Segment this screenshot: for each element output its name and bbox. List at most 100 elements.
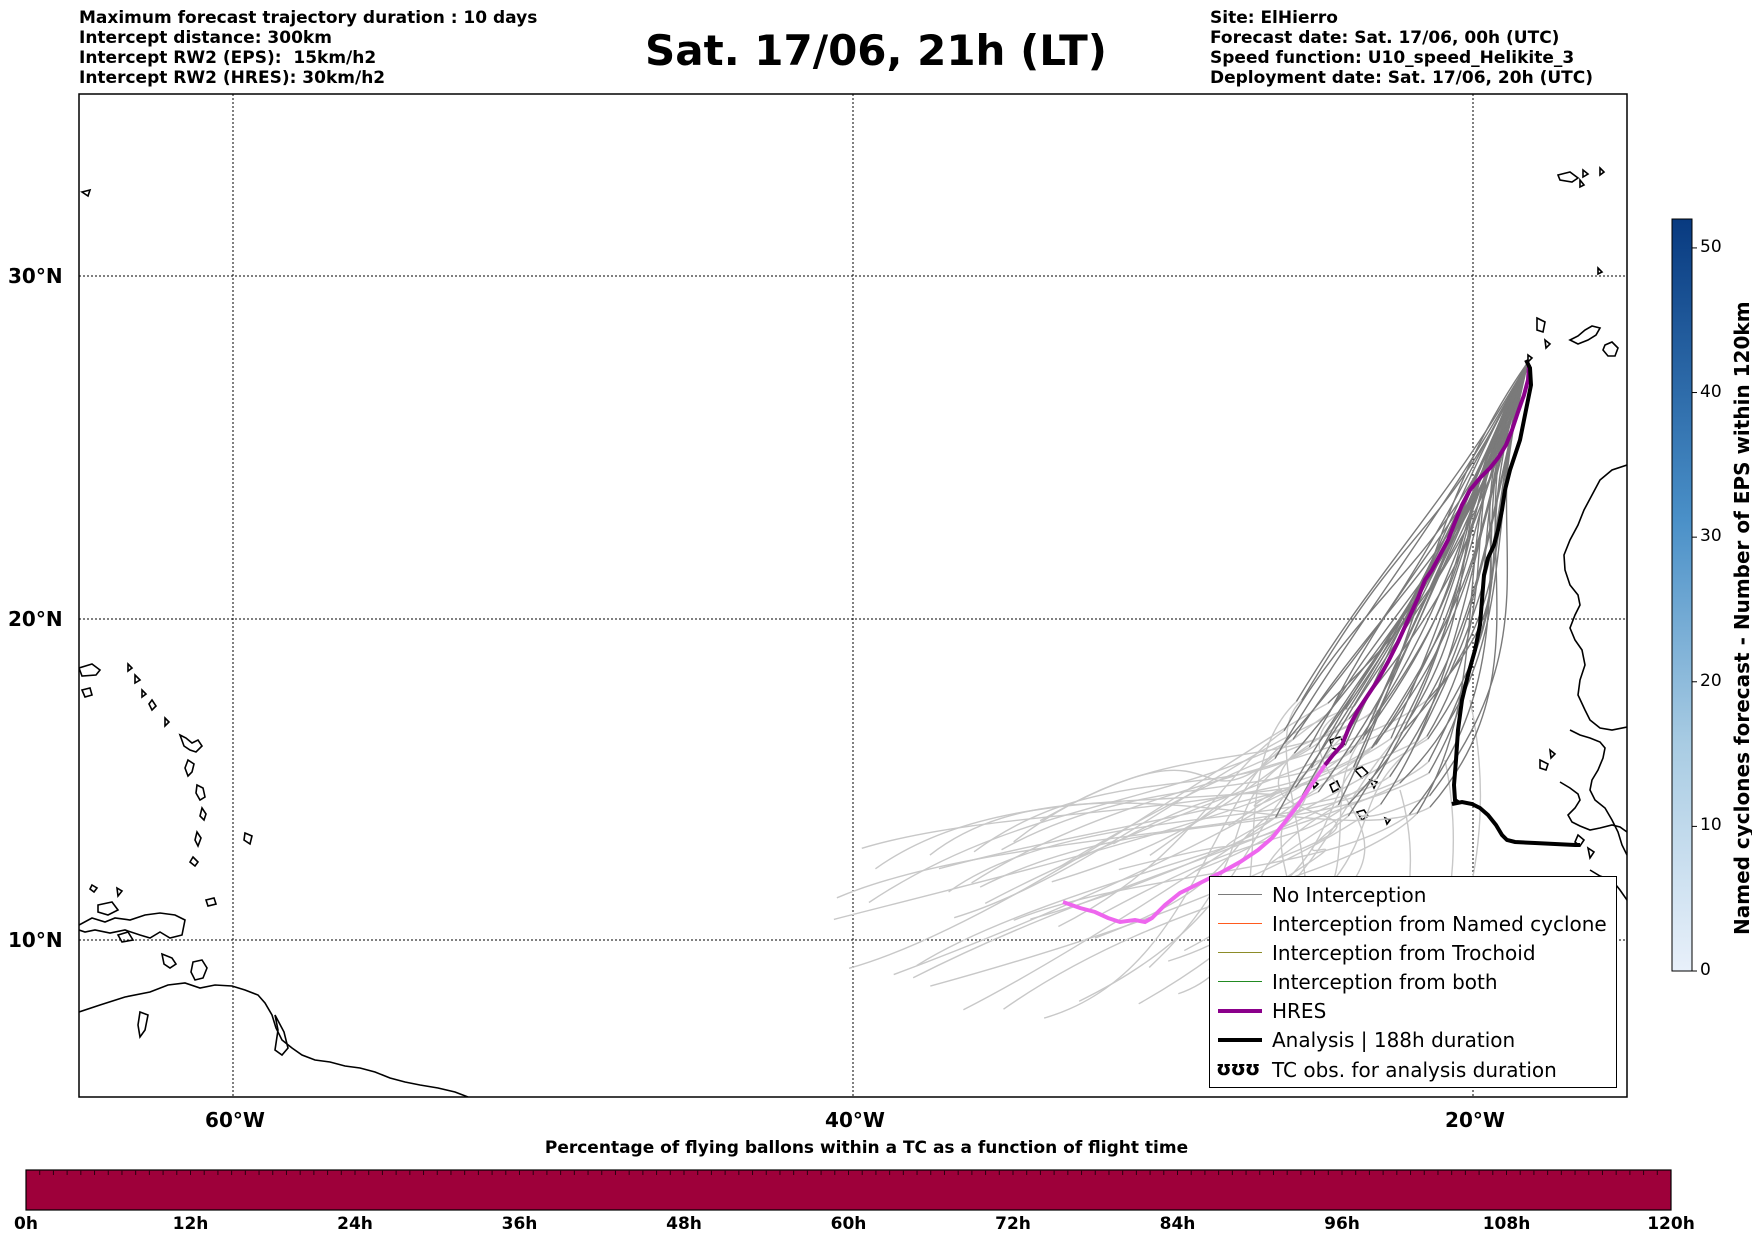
header-forecast-date: Forecast date: Sat. 17/06, 00h (UTC) (1210, 28, 1560, 48)
eps-trajectory-late (1030, 738, 1429, 920)
eps-trajectory-early (1328, 361, 1529, 713)
colorbar-right-tick-label: 0 (1700, 960, 1711, 980)
eps-trajectory-early (1426, 361, 1529, 737)
eps-trajectory-early (1283, 361, 1529, 732)
legend-swatch (1218, 981, 1262, 982)
colorbar-right-tick-label: 30 (1700, 526, 1722, 547)
eps-trajectory-early (1295, 361, 1529, 702)
eps-trajectory-late (973, 741, 1320, 853)
hres-trajectory-early (1323, 364, 1531, 767)
colorbar-bottom-tick-label: 12h (172, 1214, 209, 1234)
colorbar-bottom-ticks (39, 1170, 1658, 1175)
legend-swatch (1218, 952, 1262, 953)
colorbar-right-tick-label: 10 (1700, 815, 1722, 836)
colorbar-bottom-caption: Percentage of flying ballons within a TC… (544, 1138, 1189, 1158)
colorbar-bottom-tick-label: 60h (830, 1214, 867, 1234)
lon-label-40w: 40°W (825, 1108, 885, 1132)
eps-trajectories-early (1274, 361, 1529, 818)
legend-label: Interception from Named cyclone (1272, 912, 1607, 936)
legend-item-hres: HRES (1210, 997, 1616, 1025)
eps-trajectory-late (938, 740, 1418, 870)
eps-trajectory-early (1274, 361, 1529, 759)
hres-trajectory-late (1062, 763, 1327, 925)
eps-trajectory-late (930, 803, 1382, 987)
colorbar-bottom-tick-label: 0h (14, 1214, 38, 1234)
tc-symbol-icon: ʊʊʊ (1216, 1056, 1260, 1080)
legend-swatch (1218, 1038, 1262, 1042)
colorbar-right-label: Named cyclones forecast - Number of EPS … (1730, 301, 1752, 935)
colorbar-bottom-tick-label: 24h (337, 1214, 373, 1234)
eps-trajectory-late (848, 702, 1329, 969)
colorbar-right (1671, 218, 1693, 972)
header-intercept-distance: Intercept distance: 300km (79, 28, 332, 48)
coastlines (79, 166, 1627, 1097)
header-deployment-date: Deployment date: Sat. 17/06, 20h (UTC) (1210, 68, 1594, 88)
header-max-duration: Maximum forecast trajectory duration : 1… (79, 8, 538, 28)
analysis-trajectory (1451, 359, 1580, 847)
coast-africa (1563, 464, 1627, 731)
header-right: Site: ElHierro Forecast date: Sat. 17/06… (1210, 8, 1593, 88)
colorbar-bottom-tick-label: 72h (995, 1214, 1031, 1234)
eps-trajectory-late (1148, 746, 1310, 968)
eps-trajectory-late (1094, 794, 1303, 939)
eps-trajectory-early (1376, 361, 1529, 779)
colorbar-bottom (25, 1169, 1672, 1211)
lat-label-20n: 20°N (8, 607, 63, 631)
map-title: Sat. 17/06, 21h (LT) (645, 26, 1107, 75)
colorbar-bottom-tick-label: 120h (1647, 1214, 1695, 1234)
map-legend: No Interception Interception from Named … (1209, 876, 1617, 1088)
eps-trajectory-early (1372, 361, 1529, 747)
eps-trajectory-late (1228, 786, 1296, 827)
header-site: Site: ElHierro (1210, 8, 1338, 28)
lat-label-10n: 10°N (8, 928, 63, 952)
eps-trajectory-late (1149, 711, 1330, 856)
eps-trajectory-late (1244, 815, 1349, 904)
legend-label: TC obs. for analysis duration (1272, 1058, 1557, 1082)
legend-label: Interception from both (1272, 970, 1498, 994)
colorbar-bottom-tick-label: 48h (666, 1214, 702, 1234)
eps-trajectory-late (1138, 733, 1402, 1005)
legend-label: No Interception (1272, 883, 1427, 907)
legend-label: Analysis | 188h duration (1272, 1028, 1516, 1052)
legend-item-named-cyclone: Interception from Named cyclone (1210, 910, 1616, 938)
eps-trajectory-late (1039, 757, 1276, 822)
colorbar-bottom-tick-label: 36h (501, 1214, 538, 1234)
legend-swatch (1218, 894, 1262, 895)
eps-trajectory-late (861, 745, 1374, 849)
eps-trajectory-late (1194, 729, 1350, 872)
legend-item-tc-obs: ʊʊʊ TC obs. for analysis duration (1210, 1056, 1616, 1084)
lon-label-20w: 20°W (1445, 1108, 1505, 1132)
header-left: Maximum forecast trajectory duration : 1… (79, 8, 537, 88)
map-border (78, 93, 1628, 1098)
lat-label-30n: 30°N (8, 264, 63, 288)
eps-trajectory-early (1364, 361, 1529, 736)
colorbar-right-tick-label: 40 (1700, 381, 1722, 402)
eps-trajectory-early (1301, 361, 1529, 701)
eps-trajectory-late (833, 737, 1392, 921)
legend-item-no-interception: No Interception (1210, 881, 1616, 909)
legend-item-trochoid: Interception from Trochoid (1210, 939, 1616, 967)
eps-trajectory-late (1266, 795, 1430, 867)
colorbar-right-ticks (1692, 247, 1697, 972)
colorbar-bottom-tick-label: 96h (1324, 1214, 1360, 1234)
header-speed-function: Speed function: U10_speed_Helikite_3 (1210, 48, 1575, 68)
legend-label: HRES (1272, 999, 1327, 1023)
colorbar-bottom-tick-label: 108h (1482, 1214, 1531, 1234)
legend-swatch (1218, 923, 1262, 924)
eps-trajectory-late (912, 778, 1378, 979)
legend-label: Interception from Trochoid (1272, 941, 1536, 965)
eps-trajectory-late (971, 699, 1428, 884)
eps-trajectory-late (1277, 752, 1338, 859)
coast-south-america (79, 982, 469, 1097)
colorbar-bottom-tick-label: 84h (1159, 1214, 1196, 1234)
eps-trajectory-late (1112, 767, 1312, 845)
legend-swatch (1218, 1009, 1262, 1013)
eps-trajectory-late (868, 738, 1294, 904)
legend-item-both: Interception from both (1210, 968, 1616, 996)
eps-trajectory-late (929, 802, 1431, 856)
eps-trajectory-late (984, 720, 1409, 905)
legend-item-analysis: Analysis | 188h duration (1210, 1026, 1616, 1054)
header-intercept-hres: Intercept RW2 (HRES): 30km/h2 (79, 68, 386, 88)
lon-label-60w: 60°W (205, 1108, 265, 1132)
eps-trajectory-late (916, 782, 1401, 967)
